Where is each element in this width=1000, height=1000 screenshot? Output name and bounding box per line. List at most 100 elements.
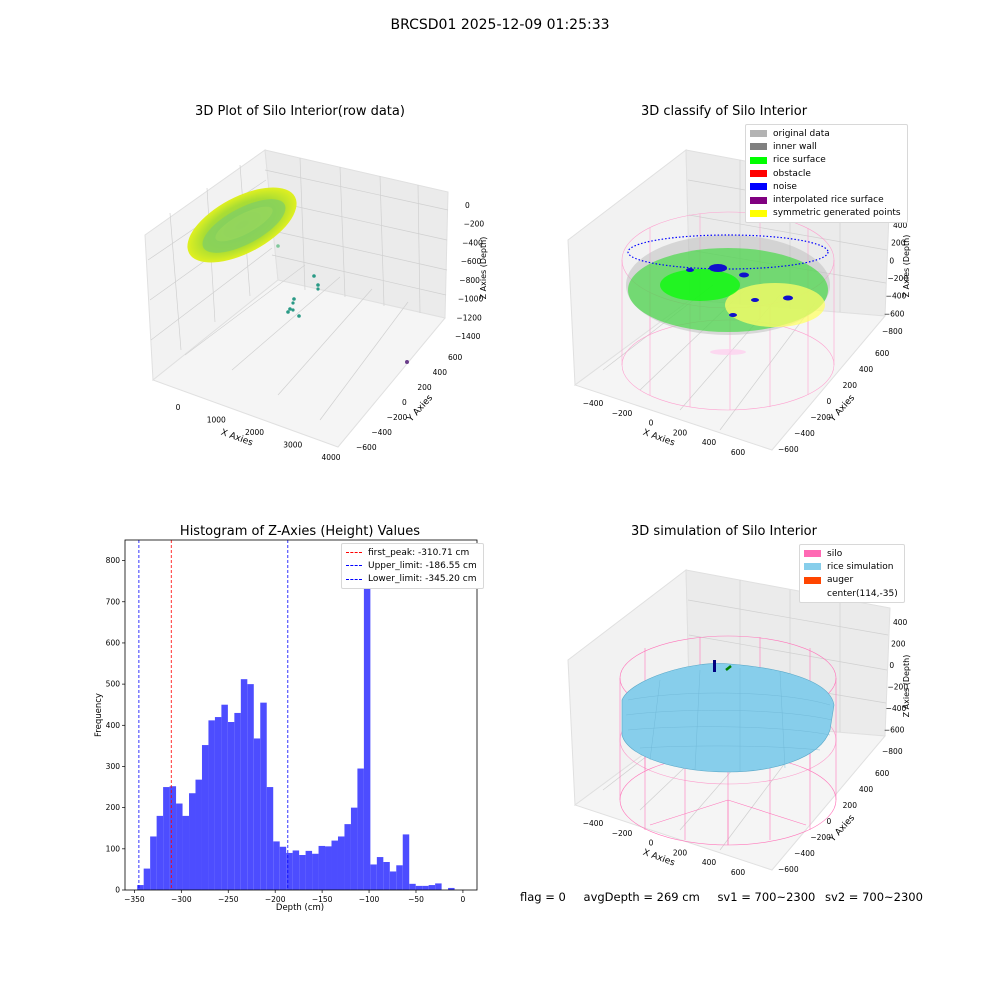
- histogram-legend: first_peak: -310.71 cm Upper_limit: -186.…: [341, 543, 484, 589]
- simulation-legend: silo rice simulation auger center(114,-35): [799, 544, 905, 604]
- y-tick-label: 400: [106, 721, 121, 730]
- legend-line-swatch: [346, 578, 362, 580]
- y-tick-label: 300: [106, 762, 121, 771]
- simulation-legend-entry: auger: [804, 574, 898, 587]
- y-tick-label: 200: [106, 803, 121, 812]
- classify-legend-entry: obstacle: [750, 167, 901, 180]
- figure-title: BRCSD01 2025-12-09 01:25:33: [390, 17, 610, 33]
- histogram-bar: [227, 722, 235, 890]
- classify-legend-entry: symmetric generated points: [750, 207, 901, 220]
- histogram-bar: [370, 864, 377, 890]
- footer-stats: flag = 0 avgDepth = 269 cm sv1 = 700~230…: [520, 890, 937, 904]
- simulation-plot-title: 3D simulation of Silo Interior: [631, 524, 817, 539]
- y-axis-label: Y Axies: [827, 813, 857, 845]
- classify-plot-title: 3D classify of Silo Interior: [640, 104, 808, 119]
- histogram-bar: [182, 815, 190, 890]
- legend-label: original data: [773, 128, 830, 139]
- z-tick-label: −800: [882, 327, 903, 336]
- histogram-bar: [415, 885, 423, 890]
- classify-3d-plot: [567, 149, 891, 451]
- y-tick-label: 0: [827, 397, 832, 406]
- y-tick-label: −400: [371, 428, 392, 437]
- y-tick-label: 0: [827, 817, 832, 826]
- y-tick-label: 700: [106, 597, 121, 606]
- y-tick-label: 600: [106, 638, 121, 647]
- z-tick-label: 0: [889, 256, 894, 265]
- y-tick-label: −200: [810, 833, 831, 842]
- histogram-x-label: Depth (cm): [275, 903, 325, 913]
- flag-value: flag = 0: [520, 890, 566, 904]
- x-axis-label: X Axies: [641, 428, 676, 449]
- x-tick-label: −100: [359, 895, 380, 904]
- classify-legend-entry: inner wall: [750, 140, 901, 153]
- legend-entry-upper-limit: Upper_limit: -186.55 cm: [346, 559, 477, 572]
- z-tick-label: 0: [889, 661, 894, 670]
- legend-line-swatch: [346, 565, 362, 567]
- simulation-legend-entry: center(114,-35): [804, 587, 898, 600]
- z-tick-label: 400: [893, 221, 908, 230]
- histogram-bar: [234, 712, 241, 890]
- x-tick-label: 400: [702, 858, 717, 867]
- histogram-bar: [402, 834, 410, 890]
- y-axis-label: Y Axies: [405, 393, 435, 425]
- y-axis-label: Y Axies: [827, 393, 857, 425]
- z-axis-label: Z Axies (Depth): [902, 655, 911, 718]
- z-tick-label: 200: [891, 640, 906, 649]
- histogram-bar: [299, 855, 306, 890]
- legend-swatch: [750, 130, 767, 138]
- z-axis-label: Z Axies (Depth): [902, 235, 911, 298]
- y-tick-label: 200: [417, 383, 432, 392]
- x-tick-label: 0: [461, 895, 466, 904]
- histogram-bar: [357, 768, 364, 890]
- y-tick-label: 600: [875, 349, 890, 358]
- histogram-bars: [137, 560, 455, 890]
- x-tick-label: 200: [673, 848, 688, 857]
- z-tick-label: −200: [888, 683, 909, 692]
- raw-grid: [147, 157, 449, 421]
- histogram-bar: [409, 883, 416, 890]
- x-tick-label: 1000: [207, 416, 226, 425]
- histogram-bar: [383, 862, 390, 890]
- y-tick-label: 500: [106, 680, 121, 689]
- legend-label: auger: [827, 575, 854, 586]
- histogram-bar: [363, 560, 371, 890]
- histogram-bar: [344, 824, 351, 890]
- z-tick-label: −600: [461, 257, 482, 266]
- classify-legend-entry: original data: [750, 127, 901, 140]
- x-tick-label: −250: [218, 895, 239, 904]
- x-tick-label: −200: [265, 895, 286, 904]
- legend-entry-lower-limit: Lower_limit: -345.20 cm: [346, 573, 477, 586]
- histogram-bar: [435, 883, 442, 890]
- x-tick-label: 200: [673, 428, 688, 437]
- y-tick-label: 200: [843, 381, 858, 390]
- x-tick-label: 3000: [283, 441, 302, 450]
- z-axis-label: Z Axies (Depth): [479, 237, 488, 300]
- legend-label: noise: [773, 181, 797, 192]
- histogram-chart: −350 −300 −250 −200 −150 −100 −50 0 0 100 200 300 4…: [106, 539, 478, 904]
- classify-legend-entry: noise: [750, 180, 901, 193]
- x-tick-label: −300: [171, 895, 192, 904]
- histogram-bar: [150, 836, 157, 890]
- histogram-bar: [396, 865, 403, 890]
- y-tick-label: 0: [115, 886, 120, 895]
- histogram-bar: [240, 679, 248, 890]
- histogram-bar: [201, 745, 209, 890]
- x-tick-label: 2000: [245, 428, 264, 437]
- simulation-3d-plot: [567, 569, 891, 871]
- y-tick-label: 200: [843, 801, 858, 810]
- histogram-bar: [337, 836, 345, 890]
- z-tick-label: −400: [886, 292, 907, 301]
- legend-label: rice surface: [773, 155, 826, 166]
- y-tick-label: 400: [859, 365, 874, 374]
- histogram-x-ticks: −350 −300 −250 −200 −150 −100 −50 0: [124, 890, 466, 904]
- legend-swatch: [804, 576, 821, 584]
- x-tick-label: −350: [124, 895, 145, 904]
- sv1-value: sv1 = 700~2300: [717, 890, 816, 904]
- histogram-bar: [389, 871, 397, 890]
- legend-line-swatch: [346, 552, 362, 554]
- avg-depth-value: avgDepth = 269 cm: [583, 890, 700, 904]
- raw-outlier-points: [276, 244, 409, 364]
- histogram-bar: [214, 717, 222, 890]
- legend-swatch: [804, 590, 821, 597]
